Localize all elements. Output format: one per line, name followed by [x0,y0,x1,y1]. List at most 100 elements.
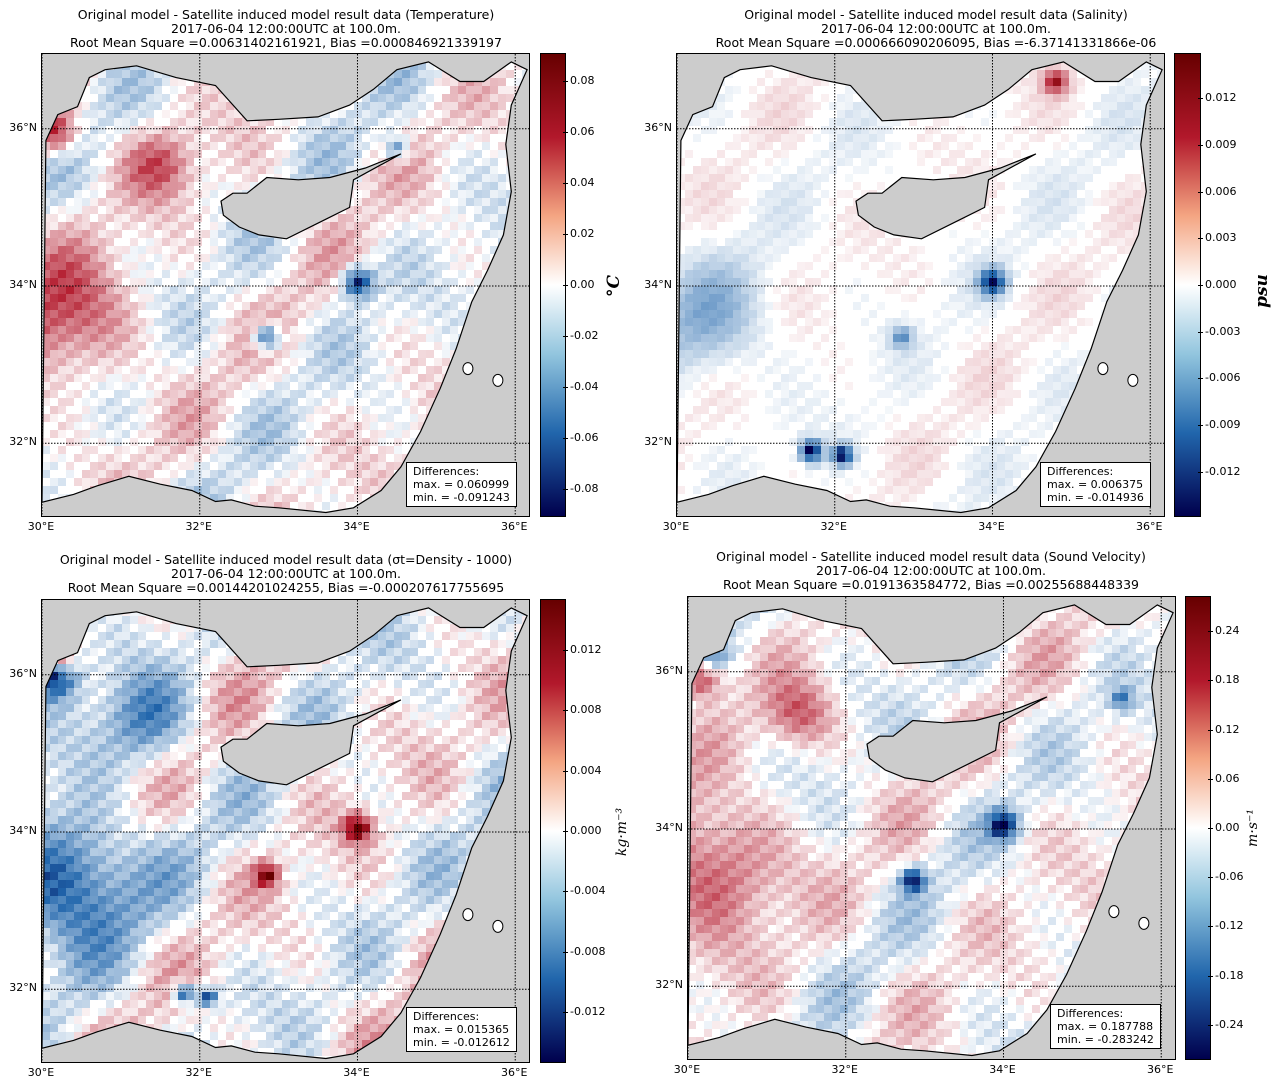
field-cell [933,470,941,478]
field-cell [226,342,234,350]
field-cell [1117,238,1125,246]
field-cell [973,470,981,478]
field-cell [178,198,186,206]
field-cell [186,478,194,486]
field-cell [210,454,218,462]
field-cell [498,198,506,206]
field-cell [202,470,210,478]
field-cell [458,222,466,230]
field-cell [314,398,322,406]
field-cell [234,158,242,166]
field-cell [957,270,965,278]
field-cell [845,430,853,438]
field-cell [893,382,901,390]
field-cell [701,286,709,294]
field-cell [146,142,154,150]
field-cell [434,70,442,78]
field-cell [234,374,242,382]
field-cell [805,230,813,238]
field-cell [434,382,442,390]
field-cell [234,470,242,478]
field-cell [490,182,498,190]
field-cell [1053,166,1061,174]
field-cell [458,198,466,206]
field-cell [258,462,266,470]
field-cell [757,230,765,238]
field-cell [973,158,981,166]
field-cell [725,254,733,262]
field-cell [829,326,837,334]
field-cell [322,142,330,150]
field-cell [741,358,749,366]
field-cell [941,118,949,126]
field-cell [1085,134,1093,142]
field-cell [1061,382,1069,390]
lake-shape [462,362,474,376]
field-cell [338,238,346,246]
field-cell [765,158,773,166]
field-cell [242,414,250,422]
field-cell [1029,270,1037,278]
field-cell [949,414,957,422]
field-cell [146,78,154,86]
field-cell [450,278,458,286]
field-cell [138,86,146,94]
field-cell [114,398,122,406]
field-cell [154,190,162,198]
field-cell [781,230,789,238]
field-cell [805,310,813,318]
field-cell [402,366,410,374]
field-cell [122,318,130,326]
field-cell [1117,190,1125,198]
field-cell [450,166,458,174]
field-cell [797,78,805,86]
field-cell [941,398,949,406]
field-cell [74,230,82,238]
field-cell [717,286,725,294]
field-cell [741,342,749,350]
field-cell [925,262,933,270]
field-cell [757,78,765,86]
field-cell [733,366,741,374]
field-cell [330,454,338,462]
field-cell [869,134,877,142]
field-cell [781,134,789,142]
field-cell [122,118,130,126]
field-cell [701,310,709,318]
field-cell [981,286,989,294]
field-cell [42,278,50,286]
field-cell [765,126,773,134]
field-cell [42,366,50,374]
field-cell [917,286,925,294]
field-cell [114,326,122,334]
field-cell [194,478,202,486]
field-cell [410,118,418,126]
field-cell [837,134,845,142]
field-cell [354,158,362,166]
field-cell [82,294,90,302]
field-cell [1077,198,1085,206]
field-cell [130,150,138,158]
field-cell [194,302,202,310]
lon-label: 32°E [185,520,212,533]
field-cell [741,134,749,142]
field-cell [1069,174,1077,182]
field-cell [709,126,717,134]
field-cell [194,270,202,278]
field-cell [701,190,709,198]
field-cell [250,150,258,158]
field-cell [1101,118,1109,126]
field-cell [909,470,917,478]
field-cell [242,254,250,262]
field-cell [1069,254,1077,262]
field-cell [482,142,490,150]
field-cell [909,486,917,494]
field-cell [210,446,218,454]
field-cell [242,422,250,430]
field-cell [450,190,458,198]
field-cell [266,438,274,446]
field-cell [765,94,773,102]
field-cell [258,134,266,142]
field-cell [122,446,130,454]
field-cell [709,246,717,254]
